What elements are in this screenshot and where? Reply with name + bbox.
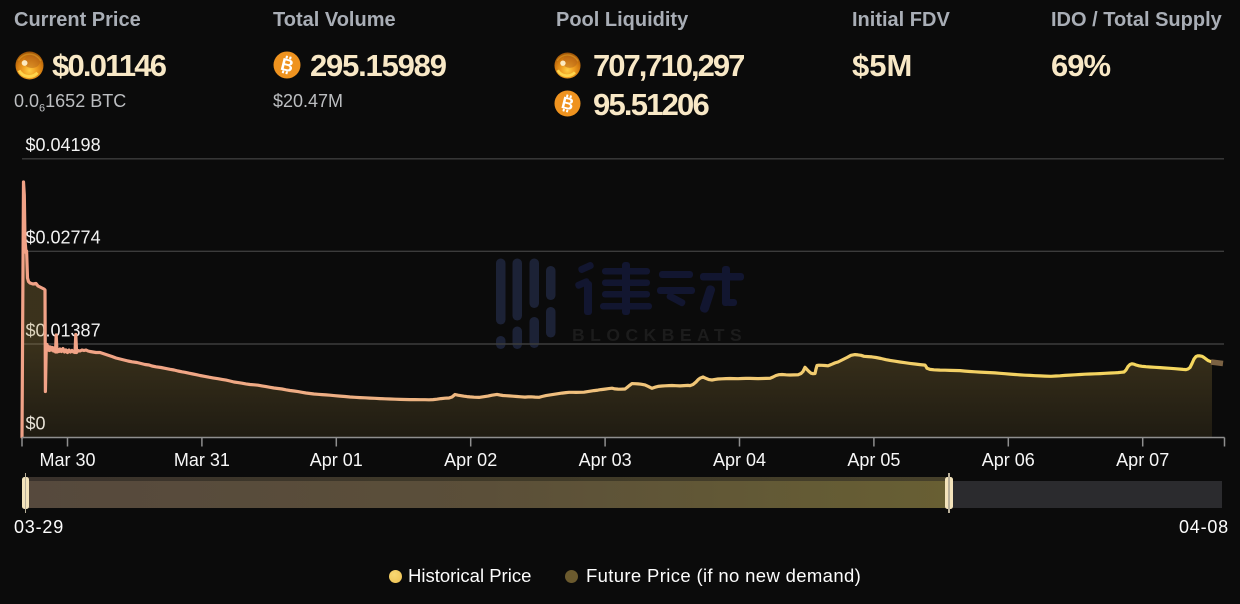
svg-text:Mar 30: Mar 30 xyxy=(39,450,95,470)
svg-text:$0.04198: $0.04198 xyxy=(26,135,101,155)
svg-text:Mar 31: Mar 31 xyxy=(174,450,230,470)
svg-text:Apr 01: Apr 01 xyxy=(310,450,363,470)
svg-text:Apr 02: Apr 02 xyxy=(444,450,497,470)
svg-text:Apr 04: Apr 04 xyxy=(713,450,766,470)
svg-text:$0.02774: $0.02774 xyxy=(26,228,101,248)
svg-text:Apr 05: Apr 05 xyxy=(847,450,900,470)
svg-text:Apr 03: Apr 03 xyxy=(579,450,632,470)
svg-text:BLOCKBEATS: BLOCKBEATS xyxy=(572,325,747,345)
svg-text:Apr 06: Apr 06 xyxy=(982,450,1035,470)
svg-text:Apr 07: Apr 07 xyxy=(1116,450,1169,470)
